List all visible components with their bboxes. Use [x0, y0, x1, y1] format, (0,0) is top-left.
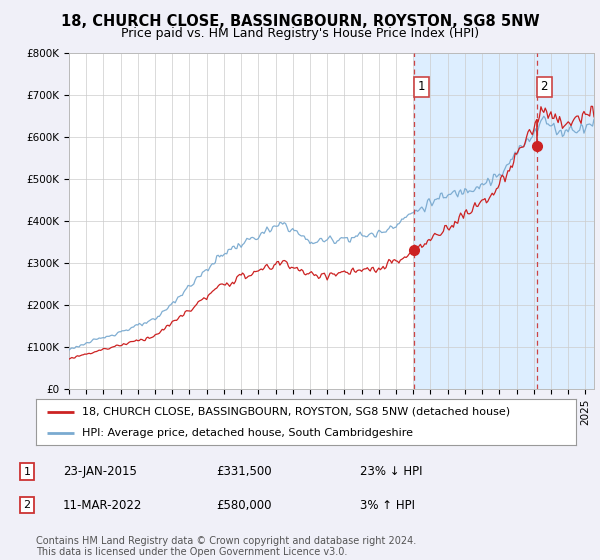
Text: 23-JAN-2015: 23-JAN-2015: [63, 465, 137, 478]
Text: £331,500: £331,500: [216, 465, 272, 478]
Bar: [415, 53, 594, 389]
Text: 3% ↑ HPI: 3% ↑ HPI: [360, 498, 415, 512]
Text: Price paid vs. HM Land Registry's House Price Index (HPI): Price paid vs. HM Land Registry's House …: [121, 27, 479, 40]
Text: Contains HM Land Registry data © Crown copyright and database right 2024.
This d: Contains HM Land Registry data © Crown c…: [36, 535, 416, 557]
Text: 1: 1: [23, 466, 31, 477]
Text: 18, CHURCH CLOSE, BASSINGBOURN, ROYSTON, SG8 5NW (detached house): 18, CHURCH CLOSE, BASSINGBOURN, ROYSTON,…: [82, 407, 510, 417]
Text: 2: 2: [541, 80, 548, 94]
Text: £580,000: £580,000: [216, 498, 271, 512]
Text: 11-MAR-2022: 11-MAR-2022: [63, 498, 142, 512]
Text: HPI: Average price, detached house, South Cambridgeshire: HPI: Average price, detached house, Sout…: [82, 428, 413, 438]
Text: 18, CHURCH CLOSE, BASSINGBOURN, ROYSTON, SG8 5NW: 18, CHURCH CLOSE, BASSINGBOURN, ROYSTON,…: [61, 14, 539, 29]
Text: 1: 1: [418, 80, 425, 94]
Text: 23% ↓ HPI: 23% ↓ HPI: [360, 465, 422, 478]
Text: 2: 2: [23, 500, 31, 510]
